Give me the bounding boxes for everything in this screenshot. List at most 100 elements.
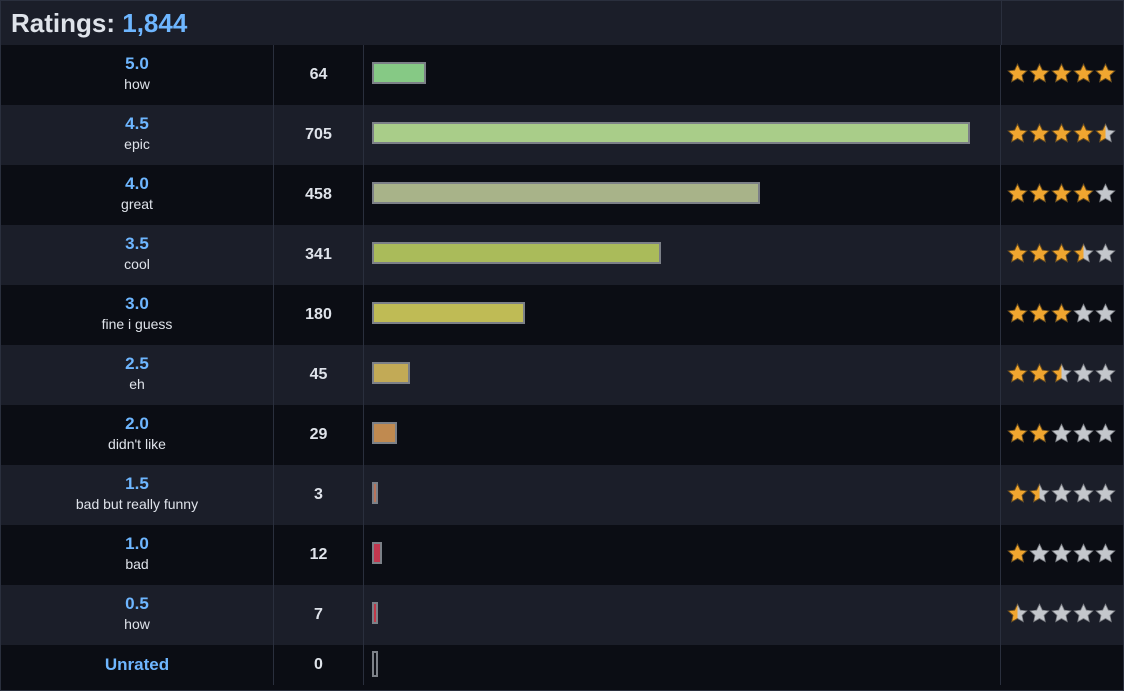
star-rating (1007, 483, 1116, 505)
rating-score[interactable]: 3.5 (125, 234, 149, 253)
star-empty-icon (1095, 183, 1116, 204)
star-half-icon (1073, 243, 1094, 264)
rating-bar (372, 122, 970, 144)
star-full-icon (1007, 543, 1028, 564)
rating-stars-cell (1001, 405, 1123, 465)
star-full-icon (1007, 183, 1028, 204)
star-empty-icon (1073, 483, 1094, 504)
star-rating (1007, 363, 1116, 385)
rating-score[interactable]: 1.0 (125, 534, 149, 553)
star-half-icon (1029, 483, 1050, 504)
rating-bar (372, 62, 426, 84)
rating-count-cell: 29 (274, 405, 364, 465)
star-full-icon (1073, 183, 1094, 204)
star-rating (1007, 63, 1116, 85)
rating-count-cell: 7 (274, 585, 364, 645)
rating-score[interactable]: Unrated (104, 655, 170, 674)
rating-count-cell: 458 (274, 165, 364, 225)
rating-score[interactable]: 3.0 (125, 294, 149, 313)
star-full-icon (1095, 63, 1116, 84)
star-full-icon (1029, 243, 1050, 264)
rating-score[interactable]: 4.5 (125, 114, 149, 133)
rating-row[interactable]: 1.5 bad but really funny 3 (1, 465, 1123, 525)
rating-score-cell: 4.5 epic (1, 105, 274, 165)
ratings-title-label: Ratings: (11, 8, 115, 38)
rating-count: 705 (305, 126, 332, 143)
rating-stars-cell (1001, 525, 1123, 585)
rating-bar (372, 422, 397, 444)
rating-score[interactable]: 0.5 (125, 594, 149, 613)
rating-count: 341 (305, 246, 332, 263)
star-full-icon (1029, 423, 1050, 444)
rating-row[interactable]: 0.5 how 7 (1, 585, 1123, 645)
rating-score[interactable]: 5.0 (125, 54, 149, 73)
rating-bar (372, 482, 378, 504)
ratings-header: Ratings: 1,844 (1, 1, 1123, 45)
star-rating (1007, 543, 1116, 565)
star-full-icon (1007, 63, 1028, 84)
star-rating (1007, 603, 1116, 625)
rating-row[interactable]: 1.0 bad 12 (1, 525, 1123, 585)
star-empty-icon (1095, 543, 1116, 564)
rating-stars-cell (1001, 585, 1123, 645)
star-rating (1007, 303, 1116, 325)
ratings-rows: 5.0 how 64 4.5 epic 705 4.0 great 458 3.5 cool 341 3… (1, 45, 1123, 685)
rating-bar-cell (364, 225, 1001, 285)
rating-count: 458 (305, 186, 332, 203)
rating-bar-cell (364, 645, 1001, 685)
rating-row[interactable]: 4.0 great 458 (1, 165, 1123, 225)
rating-score-cell: 1.5 bad but really funny (1, 465, 274, 525)
star-empty-icon (1095, 603, 1116, 624)
rating-row[interactable]: Unrated 0 (1, 645, 1123, 685)
rating-row[interactable]: 2.0 didn't like 29 (1, 405, 1123, 465)
rating-row[interactable]: 5.0 how 64 (1, 45, 1123, 105)
star-full-icon (1007, 483, 1028, 504)
rating-bar-cell (364, 45, 1001, 105)
rating-score[interactable]: 2.0 (125, 414, 149, 433)
rating-count: 3 (314, 486, 323, 503)
rating-label: epic (124, 136, 150, 152)
rating-score[interactable]: 2.5 (125, 354, 149, 373)
rating-bar (372, 542, 382, 564)
star-full-icon (1007, 123, 1028, 144)
star-half-icon (1007, 603, 1028, 624)
rating-score[interactable]: 4.0 (125, 174, 149, 193)
star-full-icon (1029, 63, 1050, 84)
rating-stars-cell (1001, 225, 1123, 285)
star-empty-icon (1029, 603, 1050, 624)
rating-score-cell: 2.0 didn't like (1, 405, 274, 465)
rating-score-cell: 5.0 how (1, 45, 274, 105)
star-full-icon (1029, 303, 1050, 324)
rating-count: 0 (314, 656, 323, 673)
rating-score-cell: Unrated (1, 645, 274, 685)
rating-row[interactable]: 3.5 cool 341 (1, 225, 1123, 285)
rating-score[interactable]: 1.5 (125, 474, 149, 493)
rating-row[interactable]: 3.0 fine i guess 180 (1, 285, 1123, 345)
rating-label: fine i guess (101, 316, 173, 332)
star-full-icon (1051, 63, 1072, 84)
rating-label: bad but really funny (75, 496, 199, 512)
star-rating (1007, 123, 1116, 145)
rating-count-cell: 341 (274, 225, 364, 285)
rating-stars-cell (1001, 45, 1123, 105)
star-half-icon (1051, 363, 1072, 384)
rating-stars-cell (1001, 345, 1123, 405)
rating-row[interactable]: 4.5 epic 705 (1, 105, 1123, 165)
rating-score-cell: 2.5 eh (1, 345, 274, 405)
rating-count: 7 (314, 606, 323, 623)
rating-bar-cell (364, 465, 1001, 525)
star-full-icon (1029, 123, 1050, 144)
rating-stars-cell (1001, 105, 1123, 165)
star-half-icon (1095, 123, 1116, 144)
star-empty-icon (1051, 543, 1072, 564)
rating-label: bad (125, 556, 149, 572)
star-rating (1007, 243, 1116, 265)
star-full-icon (1007, 243, 1028, 264)
star-empty-icon (1073, 423, 1094, 444)
rating-count: 12 (309, 546, 328, 563)
star-full-icon (1007, 303, 1028, 324)
star-empty-icon (1073, 303, 1094, 324)
rating-score-cell: 1.0 bad (1, 525, 274, 585)
star-full-icon (1029, 363, 1050, 384)
rating-row[interactable]: 2.5 eh 45 (1, 345, 1123, 405)
